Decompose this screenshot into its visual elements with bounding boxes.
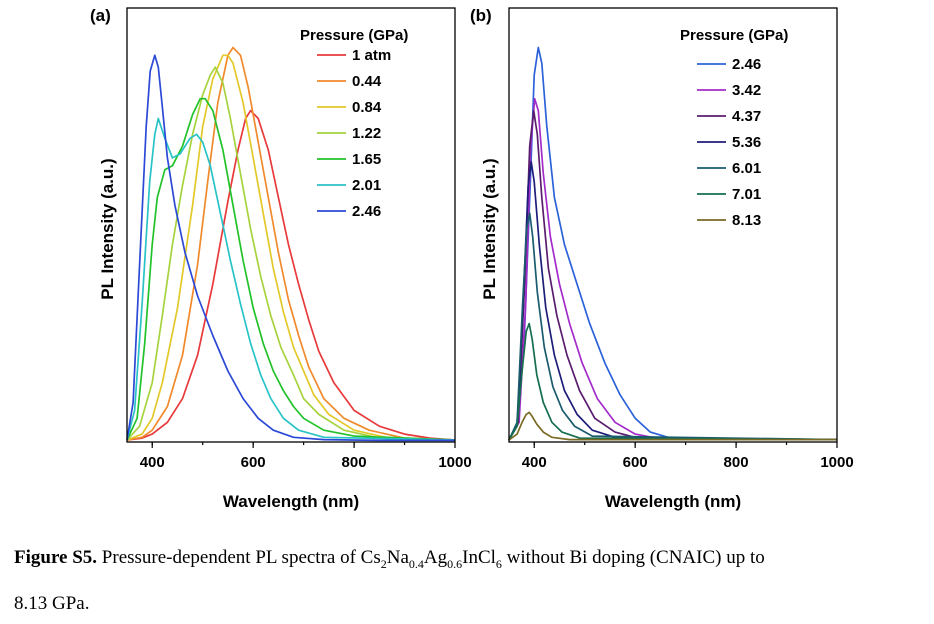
x-tick-label: 400 (522, 454, 547, 471)
series-line (126, 117, 456, 441)
legend-title: Pressure (GPa) (300, 27, 408, 44)
caption-ag: Ag (423, 547, 448, 568)
legend-label: 3.42 (732, 82, 761, 99)
legend-label: 1.22 (352, 125, 381, 142)
caption-sub-cl: 6 (495, 556, 502, 571)
caption-label: Figure S5. (14, 547, 98, 568)
x-tick-label: 1000 (438, 454, 471, 471)
series-line (508, 411, 837, 441)
plot-frame (126, 7, 456, 443)
caption-text-before: Pressure-dependent PL spectra of Cs (101, 547, 381, 568)
x-tick-label: 1000 (820, 454, 853, 471)
legend-label: 0.84 (352, 99, 382, 116)
chart-panel-a: 400 600 800 1000 Wavelength (nm) PL Intensity… (90, 6, 472, 511)
x-tick-label: 400 (140, 454, 165, 471)
series-line (508, 97, 838, 441)
caption-na: Na (386, 547, 409, 568)
caption-line2: 8.13 GPa. (14, 592, 90, 614)
x-tick-label: 800 (342, 454, 367, 471)
caption-sub-cs: 2 (380, 556, 387, 571)
legend: Pressure (GPa) 1 atm 0.44 0.84 1.22 1.65 2.01 2… (300, 27, 408, 220)
series-line (126, 54, 456, 441)
series-line (508, 46, 837, 441)
legend-label: 7.01 (732, 186, 761, 203)
x-axis-title: Wavelength (nm) (223, 492, 359, 511)
caption-sub-ag: 0.6 (447, 556, 463, 571)
series-line (126, 54, 455, 442)
x-tick-label: 600 (623, 454, 648, 471)
legend-label: 2.46 (352, 203, 381, 220)
x-tick-label: 800 (724, 454, 749, 471)
legend-label: 2.01 (352, 177, 381, 194)
series-line (126, 109, 456, 441)
figure-caption: Figure S5. Pressure-dependent PL spectra… (14, 538, 924, 624)
series-line (126, 46, 456, 441)
legend-label: 4.37 (732, 108, 761, 125)
y-axis-title: PL Intensity (a.u.) (98, 158, 117, 299)
figure: 400 600 800 1000 Wavelength (nm) PL Intensity… (90, 6, 854, 511)
legend-title: Pressure (GPa) (680, 27, 788, 44)
caption-sub-na: 0.4 (408, 556, 424, 571)
legend-label: 0.44 (352, 73, 382, 90)
series-line (508, 212, 838, 441)
legend: Pressure (GPa) 2.46 3.42 4.37 5.36 6.01 7.01 8.… (680, 27, 788, 229)
legend-label: 6.01 (732, 160, 761, 177)
panel-label: (b) (470, 6, 492, 25)
caption-text-end: without Bi doping (CNAIC) up to (501, 547, 765, 568)
caption-text-after: InCl (462, 547, 496, 568)
x-tick-label: 600 (241, 454, 266, 471)
legend-label: 1.65 (352, 151, 381, 168)
series-line (508, 322, 838, 441)
series-line (126, 66, 456, 441)
legend-label: 5.36 (732, 134, 761, 151)
legend-label: 2.46 (732, 56, 761, 73)
series-line (126, 97, 456, 441)
panel-label: (a) (90, 6, 111, 25)
x-axis-title: Wavelength (nm) (605, 492, 741, 511)
chart-panel-b: 400 600 800 1000 Wavelength (nm) PL Intensity… (470, 6, 854, 511)
y-axis-title: PL Intensity (a.u.) (480, 158, 499, 299)
legend-label: 1 atm (352, 47, 391, 64)
legend-label: 8.13 (732, 212, 761, 229)
plot-frame (508, 7, 838, 443)
